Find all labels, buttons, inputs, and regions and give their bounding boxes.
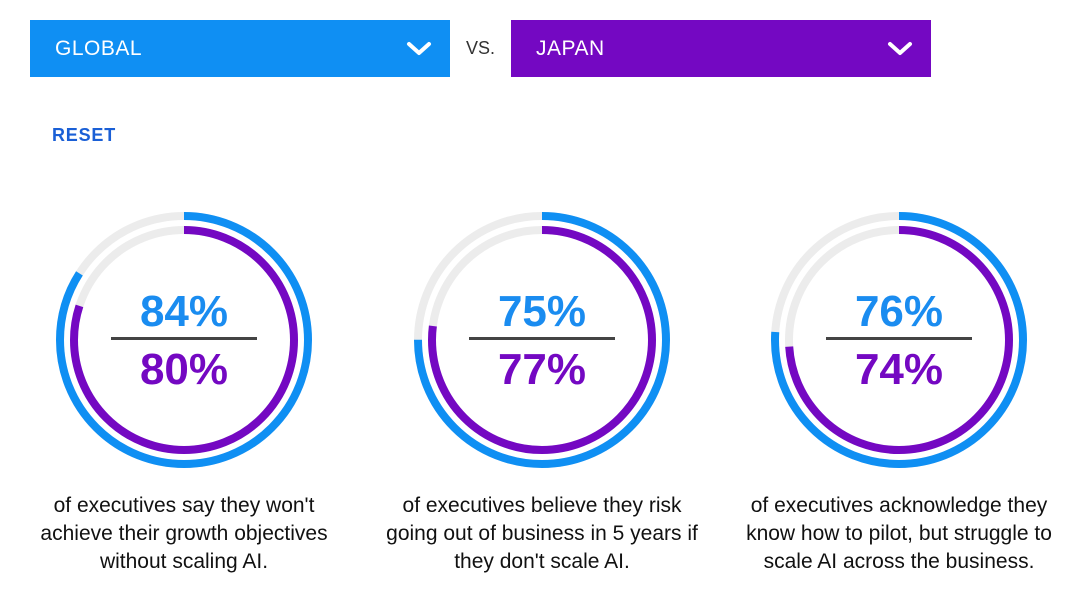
japan-value-label: 74% (854, 345, 944, 394)
japan-value-label: 80% (139, 345, 229, 394)
value-divider (469, 337, 615, 340)
japan-value-label: 77% (497, 345, 587, 394)
stat-caption: of executives say they won't achieve the… (40, 494, 328, 573)
donut-chart-3 (771, 212, 1027, 468)
global-value-label: 84% (139, 287, 229, 336)
donut-chart-1 (56, 212, 312, 468)
value-divider (826, 337, 972, 340)
chevron-down-icon (407, 41, 431, 55)
region-b-dropdown[interactable]: JAPAN (511, 20, 931, 77)
region-a-label: GLOBAL (55, 36, 143, 60)
global-ring-arc (771, 212, 1027, 468)
global-value-label: 76% (854, 287, 944, 336)
global-value-label: 75% (497, 287, 587, 336)
japan-ring-arc (785, 226, 1013, 454)
japan-ring-arc (428, 226, 656, 454)
chevron-down-icon (888, 41, 912, 55)
vs-label: VS. (466, 38, 496, 58)
japan-ring-arc (70, 226, 298, 454)
region-a-dropdown[interactable]: GLOBAL (30, 20, 450, 77)
global-ring-arc (414, 212, 670, 468)
stat-caption: of executives acknowledge they know how … (746, 494, 1052, 573)
reset-button[interactable]: RESET (52, 125, 117, 145)
stat-caption: of executives believe they risk going ou… (386, 494, 698, 573)
global-ring-arc (56, 212, 312, 468)
value-divider (111, 337, 257, 340)
region-b-label: JAPAN (536, 36, 605, 60)
donut-chart-2 (414, 212, 670, 468)
